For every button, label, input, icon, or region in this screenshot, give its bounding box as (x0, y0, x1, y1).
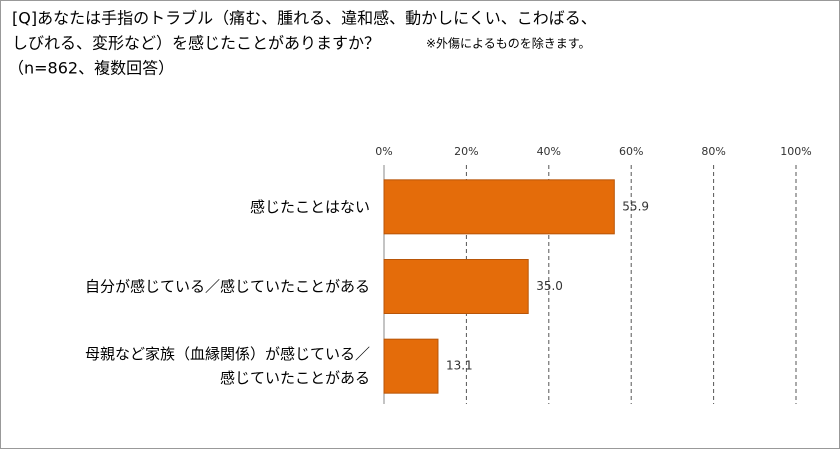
y-tick-label: 自分が感じている／感じていたことがある (85, 277, 370, 295)
x-tick-label: 80% (701, 145, 725, 158)
y-tick-label: 感じたことはない (250, 197, 370, 215)
title-line: しびれる、変形など）を感じたことがありますか？ (12, 34, 380, 53)
bar (383, 259, 529, 314)
y-tick-label: 母親など家族（血縁関係）が感じている／感じていたことがある (85, 345, 370, 387)
title-line: [Q]あなたは手指のトラブル（痛む、腫れる、違和感、動かしにくい、こわばる、 (12, 9, 597, 28)
x-tick-label: 100% (780, 145, 811, 158)
note: ※外傷によるものを除きます。 (426, 36, 591, 51)
subtitle: （n=862、複数回答） (8, 59, 174, 78)
value-label: 55.9 (622, 199, 649, 213)
value-label: 35.0 (536, 279, 563, 293)
bar (383, 338, 439, 394)
bar (383, 179, 615, 235)
x-tick-label: 20% (454, 145, 478, 158)
value-label: 13.1 (446, 359, 473, 373)
x-tick-label: 60% (619, 145, 643, 158)
x-tick-label: 40% (537, 145, 561, 158)
x-tick-label: 0% (375, 145, 392, 158)
